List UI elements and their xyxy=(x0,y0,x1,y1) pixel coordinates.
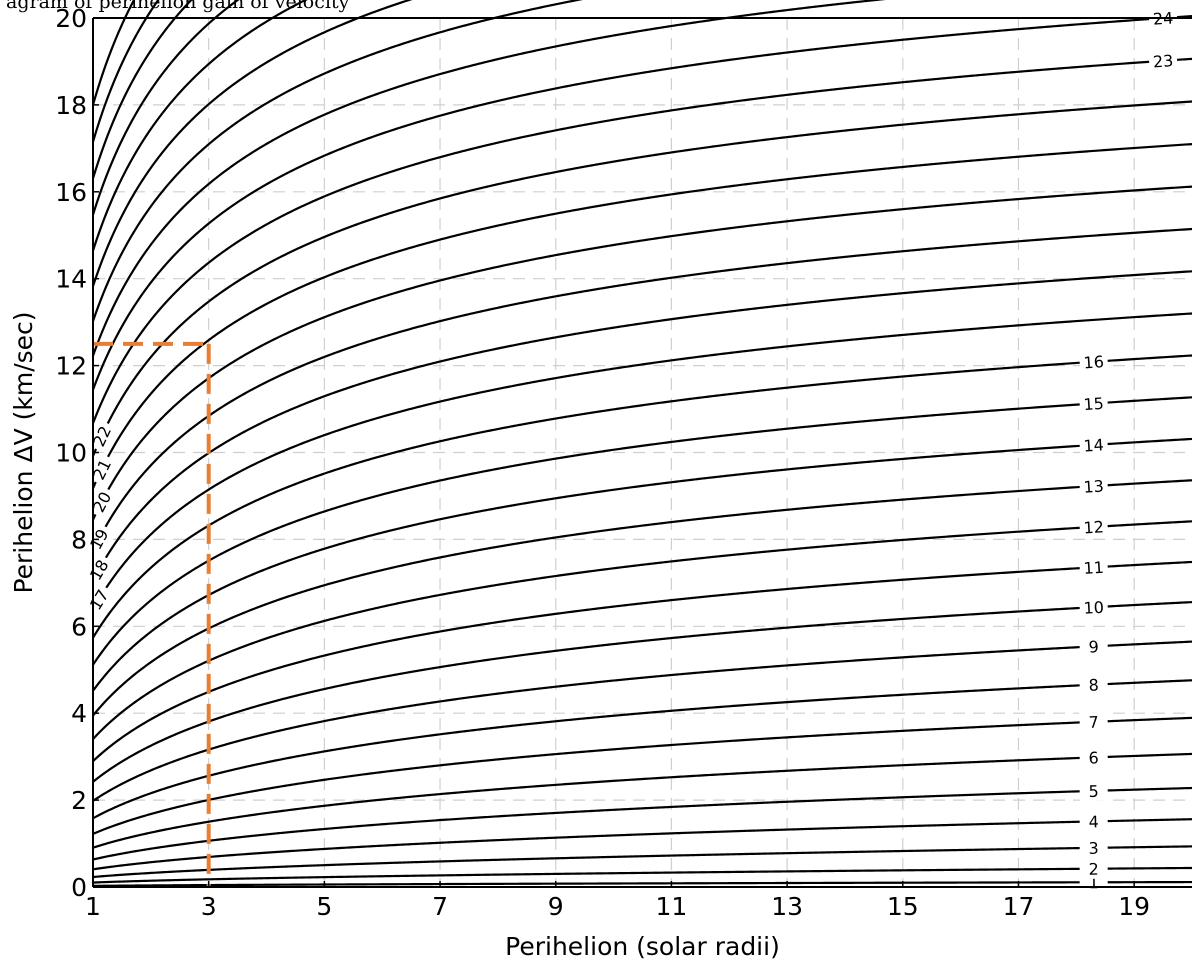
contour-label-bg xyxy=(82,582,115,617)
x-tick-label: 3 xyxy=(201,892,217,921)
contour-line-15 xyxy=(92,396,1192,666)
contour-label-bg xyxy=(86,452,117,487)
contour-line-30 xyxy=(91,0,193,179)
contour-line-23 xyxy=(91,57,1192,424)
contour-line-26 xyxy=(91,0,584,322)
x-tick-label: 17 xyxy=(1003,892,1035,921)
y-tick-label: 10 xyxy=(55,439,87,468)
contour-line-19 xyxy=(92,227,1192,552)
contour-label-bg xyxy=(1079,837,1108,859)
contour-line-29 xyxy=(91,0,240,216)
contour-line-13 xyxy=(92,479,1192,717)
contour-line-22 xyxy=(91,100,1192,457)
contour-line-9 xyxy=(92,640,1192,802)
y-tick-label: 0 xyxy=(71,873,87,902)
contour-line-31 xyxy=(91,0,160,143)
contour-label-bg xyxy=(1079,711,1109,733)
contour-line-32 xyxy=(91,0,136,106)
x-tick-label: 1 xyxy=(85,892,101,921)
contour-line-11 xyxy=(92,560,1192,762)
contour-line-2 xyxy=(92,866,1192,884)
contour-line-25 xyxy=(91,0,887,357)
x-axis-title: Perihelion (solar radii) xyxy=(505,932,780,961)
contour-label-3: 3 xyxy=(1088,839,1098,858)
contour-line-27 xyxy=(91,0,413,287)
y-tick-label: 4 xyxy=(71,699,87,728)
contour-label-23: 23 xyxy=(1152,51,1174,71)
contour-line-14 xyxy=(92,437,1192,692)
contour-label-13: 13 xyxy=(1083,476,1105,496)
x-tick-label: 7 xyxy=(432,892,448,921)
contour-label-16: 16 xyxy=(1083,352,1105,372)
chart-caption: agram of perihelion gain of velocity xyxy=(6,0,350,13)
contour-label-bg xyxy=(1079,475,1109,497)
contour-label-4: 4 xyxy=(1088,812,1099,831)
y-tick-label: 6 xyxy=(71,612,87,641)
contour-label-bg xyxy=(1079,858,1108,879)
contour-label-5: 5 xyxy=(1088,782,1099,801)
contour-label-12: 12 xyxy=(1083,517,1104,537)
contour-line-3 xyxy=(92,845,1192,879)
contour-line-18 xyxy=(92,270,1192,582)
y-tick-label: 12 xyxy=(55,352,87,381)
contour-label-bg xyxy=(1079,746,1109,768)
contour-line-1 xyxy=(92,880,1192,887)
x-tick-label: 19 xyxy=(1118,892,1150,921)
contour-label-15: 15 xyxy=(1083,394,1105,414)
contour-line-7 xyxy=(92,716,1192,835)
contour-label-14: 14 xyxy=(1083,435,1105,455)
guide-annotation xyxy=(93,341,211,887)
y-tick-label: 18 xyxy=(55,91,87,120)
y-axis-title: Perihelion ΔV (km/sec) xyxy=(9,311,38,593)
x-tick-label: 9 xyxy=(548,892,564,921)
contour-line-4 xyxy=(92,818,1192,871)
contour-label-bg xyxy=(1148,49,1178,72)
contour-label-6: 6 xyxy=(1088,748,1099,767)
y-tick-label: 8 xyxy=(71,525,87,554)
contour-label-8: 8 xyxy=(1088,675,1099,694)
x-tick-label: 5 xyxy=(316,892,332,921)
contour-line-20 xyxy=(91,185,1192,521)
contour-label-bg xyxy=(1079,780,1108,802)
contour-label-10: 10 xyxy=(1083,598,1104,618)
contour-label-bg xyxy=(1079,516,1109,538)
contour-line-16 xyxy=(92,354,1192,639)
contour-label-bg xyxy=(1079,434,1109,456)
y-tick-label: 16 xyxy=(55,178,87,207)
contour-label-bg xyxy=(1079,674,1109,696)
contour-line-17 xyxy=(92,312,1192,611)
contour-label-bg xyxy=(1079,350,1109,373)
contour-line-6 xyxy=(92,752,1192,849)
y-tick-label: 20 xyxy=(55,4,87,33)
contour-line-5 xyxy=(92,786,1192,861)
y-tick-label: 14 xyxy=(55,265,87,294)
contour-label-7: 7 xyxy=(1088,713,1099,732)
contour-line-12 xyxy=(92,520,1192,740)
contour-label-bg xyxy=(83,552,115,587)
contour-label-bg xyxy=(1079,811,1108,832)
contour-label-11: 11 xyxy=(1083,558,1104,578)
contour-label-bg xyxy=(86,419,117,454)
contour-label-bg xyxy=(1079,556,1109,579)
contour-label-bg xyxy=(1079,392,1109,415)
contour-label-9: 9 xyxy=(1088,637,1099,656)
contour-label-bg xyxy=(1079,596,1109,618)
x-tick-label: 13 xyxy=(771,892,803,921)
contour-line-28 xyxy=(91,0,308,251)
contour-line-8 xyxy=(92,679,1192,820)
contour-label-bg xyxy=(1079,635,1109,658)
contour-label-1: 1 xyxy=(1089,873,1099,892)
x-tick-label: 15 xyxy=(887,892,919,921)
contour-label-2: 2 xyxy=(1088,860,1098,879)
contour-lines xyxy=(91,0,1192,887)
x-tick-label: 11 xyxy=(656,892,688,921)
contour-line-21 xyxy=(91,143,1192,489)
y-tick-label: 2 xyxy=(71,786,87,815)
contour-line-10 xyxy=(92,601,1192,783)
contour-line-24 xyxy=(91,15,1192,391)
